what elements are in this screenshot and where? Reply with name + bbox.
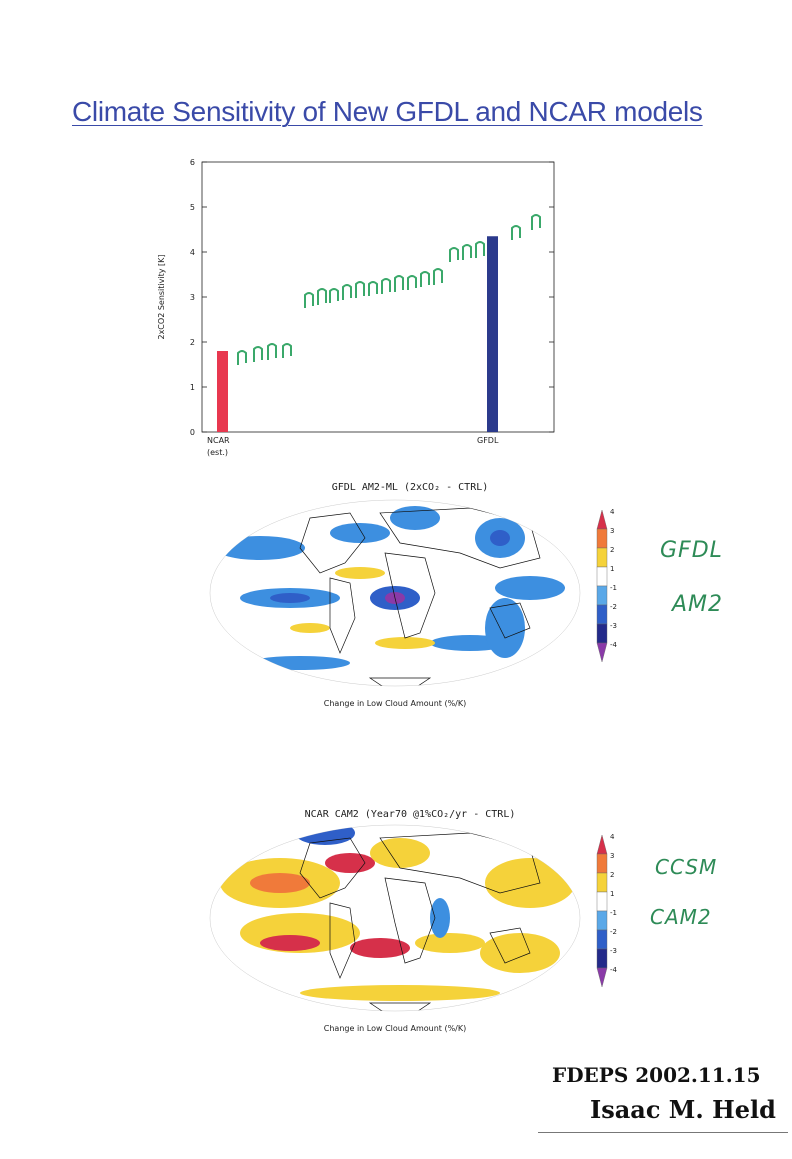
handwritten-mark (420, 271, 430, 287)
handwritten-mark (531, 214, 541, 230)
gfdl-map-title: GFDL AM2-ML (2xCO₂ - CTRL) (332, 482, 489, 493)
colorbar-label: -1 (610, 584, 617, 592)
colorbar-swatch (596, 623, 608, 644)
colorbar-label: 4 (610, 508, 615, 516)
colorbar-swatch (596, 872, 608, 893)
colorbar-label: 1 (610, 565, 614, 573)
colorbar-swatch (596, 853, 608, 874)
signature-line1: FDEPS 2002.11.15 (552, 1063, 761, 1087)
colorbar-swatch (596, 891, 608, 912)
handwritten-marks (237, 214, 541, 365)
gfdl-low-cloud-map: GFDL AM2-ML (2xCO₂ - CTRL) (209, 482, 618, 708)
y-tick-label: 6 (190, 158, 195, 167)
handwritten-mark (368, 281, 378, 296)
gfdl-colorbar: 4 3 2 1 -1 -2 -3 -4 (596, 508, 618, 663)
handwritten-mark (449, 247, 459, 262)
ncar-map-title: NCAR CAM2 (Year70 @1%CO₂/yr - CTRL) (305, 809, 516, 820)
y-axis-label: 2xCO2 Sensitivity [K] (157, 254, 166, 339)
colorbar-swatch (596, 642, 608, 663)
colorbar-swatch (596, 509, 608, 530)
handwritten-mark (433, 268, 443, 285)
ncar-map-caption: Change in Low Cloud Amount (%/K) (324, 1024, 466, 1033)
handwritten-mark (342, 284, 352, 300)
plot-frame (201, 161, 555, 433)
handwritten-mark (355, 281, 365, 298)
y-tick-label: 5 (190, 203, 195, 212)
handwritten-mark (394, 275, 404, 292)
ncar-note-line1: CCSM (655, 855, 718, 879)
colorbar-label: -2 (610, 603, 617, 611)
colorbar-label: -4 (610, 966, 618, 974)
gfdl-field-patches (215, 506, 565, 686)
signature-line2: Isaac M. Held (590, 1095, 776, 1124)
handwritten-mark (282, 343, 292, 358)
handwritten-mark (267, 343, 277, 360)
y-tick-label: 4 (190, 248, 195, 257)
signature-underline (538, 1132, 788, 1133)
handwritten-mark (317, 288, 327, 305)
colorbar-swatch (596, 528, 608, 549)
colorbar-label: -3 (610, 947, 617, 955)
x-tick-label: NCAR (207, 436, 230, 445)
colorbar-swatch (596, 929, 608, 950)
handwritten-mark (253, 346, 263, 362)
ncar-field-patches (220, 825, 575, 1011)
handwritten-mark (407, 275, 417, 290)
ncar-low-cloud-map: NCAR CAM2 (Year70 @1%CO₂/yr - CTRL) (209, 809, 618, 1033)
gfdl-map-panel: GFDL AM2-ML (2xCO₂ - CTRL) (200, 478, 620, 718)
continent-outlines (299, 507, 541, 686)
handwritten-mark (475, 241, 485, 258)
x-tick-label: GFDL (477, 436, 499, 445)
handwritten-mark (237, 350, 247, 365)
gfdl-note-line1: GFDL (660, 538, 723, 563)
handwritten-mark (381, 278, 391, 294)
ncar-colorbar: 4 3 2 1 -1 -2 -3 -4 (596, 833, 618, 988)
colorbar-label: 3 (610, 527, 614, 535)
colorbar-swatch (596, 585, 608, 606)
ncar-map-panel: NCAR CAM2 (Year70 @1%CO₂/yr - CTRL) (200, 803, 620, 1043)
page-title: Climate Sensitivity of New GFDL and NCAR… (72, 96, 703, 127)
handwritten-mark (511, 225, 521, 240)
gfdl-map-caption: Change in Low Cloud Amount (%/K) (324, 699, 466, 708)
colorbar-label: -3 (610, 622, 617, 630)
bar-1 (487, 236, 498, 432)
handwritten-mark (329, 288, 339, 303)
colorbar-label: 2 (610, 871, 614, 879)
colorbar-swatch (596, 604, 608, 625)
handwritten-mark (462, 244, 472, 260)
colorbar-swatch (596, 967, 608, 988)
colorbar-label: 1 (610, 890, 614, 898)
handwritten-mark (304, 292, 314, 308)
colorbar-swatch (596, 547, 608, 568)
ncar-note-line2: CAM2 (650, 905, 712, 929)
y-tick-label: 3 (190, 293, 195, 302)
x-tick-label: (est.) (207, 448, 228, 457)
colorbar-label: -1 (610, 909, 617, 917)
gfdl-note-line2: AM2 (672, 592, 724, 617)
colorbar-swatch (596, 910, 608, 931)
y-tick-label: 2 (190, 338, 195, 347)
colorbar-swatch (596, 566, 608, 587)
colorbar-label: 3 (610, 852, 614, 860)
colorbar-swatch (596, 948, 608, 969)
colorbar-label: 2 (610, 546, 614, 554)
bar-0 (217, 351, 228, 432)
y-tick-label: 1 (190, 383, 195, 392)
y-tick-label: 0 (190, 428, 195, 437)
colorbar-label: 4 (610, 833, 615, 841)
chart-axes: 0 1 2 3 4 5 6 2xCO2 Sensitivity [K] NCAR (est.) GF… (157, 158, 555, 457)
colorbar-label: -2 (610, 928, 617, 936)
colorbar-label: -4 (610, 641, 618, 649)
colorbar-swatch (596, 834, 608, 855)
chart-bars (217, 236, 498, 432)
climate-sensitivity-bar-chart: 0 1 2 3 4 5 6 2xCO2 Sensitivity [K] NCAR (est.) GF… (157, 158, 555, 457)
